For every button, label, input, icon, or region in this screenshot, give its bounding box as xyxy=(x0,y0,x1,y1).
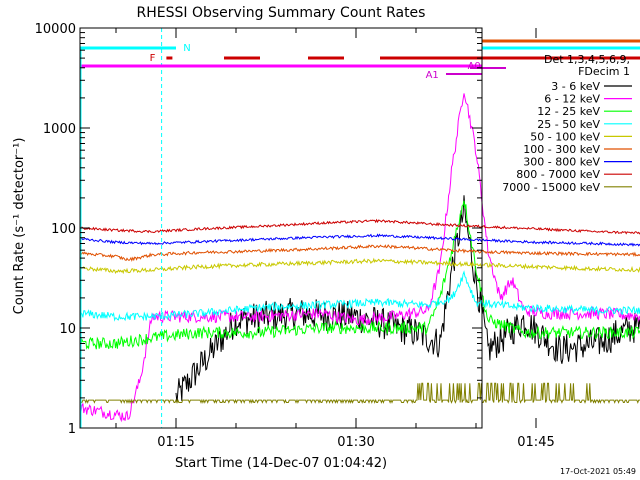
series-line-6 xyxy=(79,244,640,262)
flag-annotations: NFSA1A0 xyxy=(80,28,640,428)
legend-label: 50 - 100 keV xyxy=(530,130,600,143)
y-tick-label: 1 xyxy=(68,422,76,437)
legend-label: 25 - 50 keV xyxy=(537,118,600,131)
y-tick-label: 1000 xyxy=(43,122,76,137)
chart-title: RHESSI Observing Summary Count Rates xyxy=(137,5,426,21)
legend-label: 7000 - 15000 keV xyxy=(502,181,600,194)
series-layer xyxy=(79,93,640,423)
axes: 11010010001000001:1501:3001:4502:0002:15… xyxy=(35,22,555,450)
timestamp: 17-Oct-2021 05:49 xyxy=(560,467,636,476)
legend-label: 3 - 6 keV xyxy=(551,80,600,93)
x-tick-label: 01:45 xyxy=(517,435,554,450)
series-line-7 xyxy=(79,233,640,247)
x-tick-label: 01:30 xyxy=(337,435,374,450)
x-axis-label: Start Time (14-Dec-07 01:04:42) xyxy=(175,456,387,471)
flag-f-label: F xyxy=(150,53,156,64)
y-axis-label: Count Rate (s⁻¹ detector⁻¹) xyxy=(12,138,27,315)
flag-a1-label: A1 xyxy=(426,70,439,81)
y-tick-label: 10000 xyxy=(35,22,76,37)
series-line-3 xyxy=(79,200,640,350)
legend-label: 800 - 7000 keV xyxy=(516,168,600,181)
legend-label: 6 - 12 keV xyxy=(544,93,600,106)
series-line-5 xyxy=(79,257,640,275)
flag-a0-label: A0 xyxy=(468,61,481,72)
series-line-2 xyxy=(79,93,640,423)
y-tick-label: 10 xyxy=(59,322,76,337)
plot-area xyxy=(80,28,482,428)
y-tick-label: 100 xyxy=(51,222,76,237)
legend-label: 300 - 800 keV xyxy=(523,156,600,169)
x-tick-label: 01:15 xyxy=(157,435,194,450)
series-line-1 xyxy=(175,195,640,403)
series-line-9 xyxy=(80,382,640,404)
series-line-4 xyxy=(79,270,640,322)
legend-label: 100 - 300 keV xyxy=(523,143,600,156)
series-line-8 xyxy=(79,218,640,235)
plot-background xyxy=(80,28,482,428)
legend-header-line: Det 1,3,4,5,6,9, xyxy=(544,53,630,66)
legend-label: 12 - 25 keV xyxy=(537,105,600,118)
legend-header-line: FDecim 1 xyxy=(578,65,630,78)
flag-n-label: N xyxy=(183,43,190,54)
